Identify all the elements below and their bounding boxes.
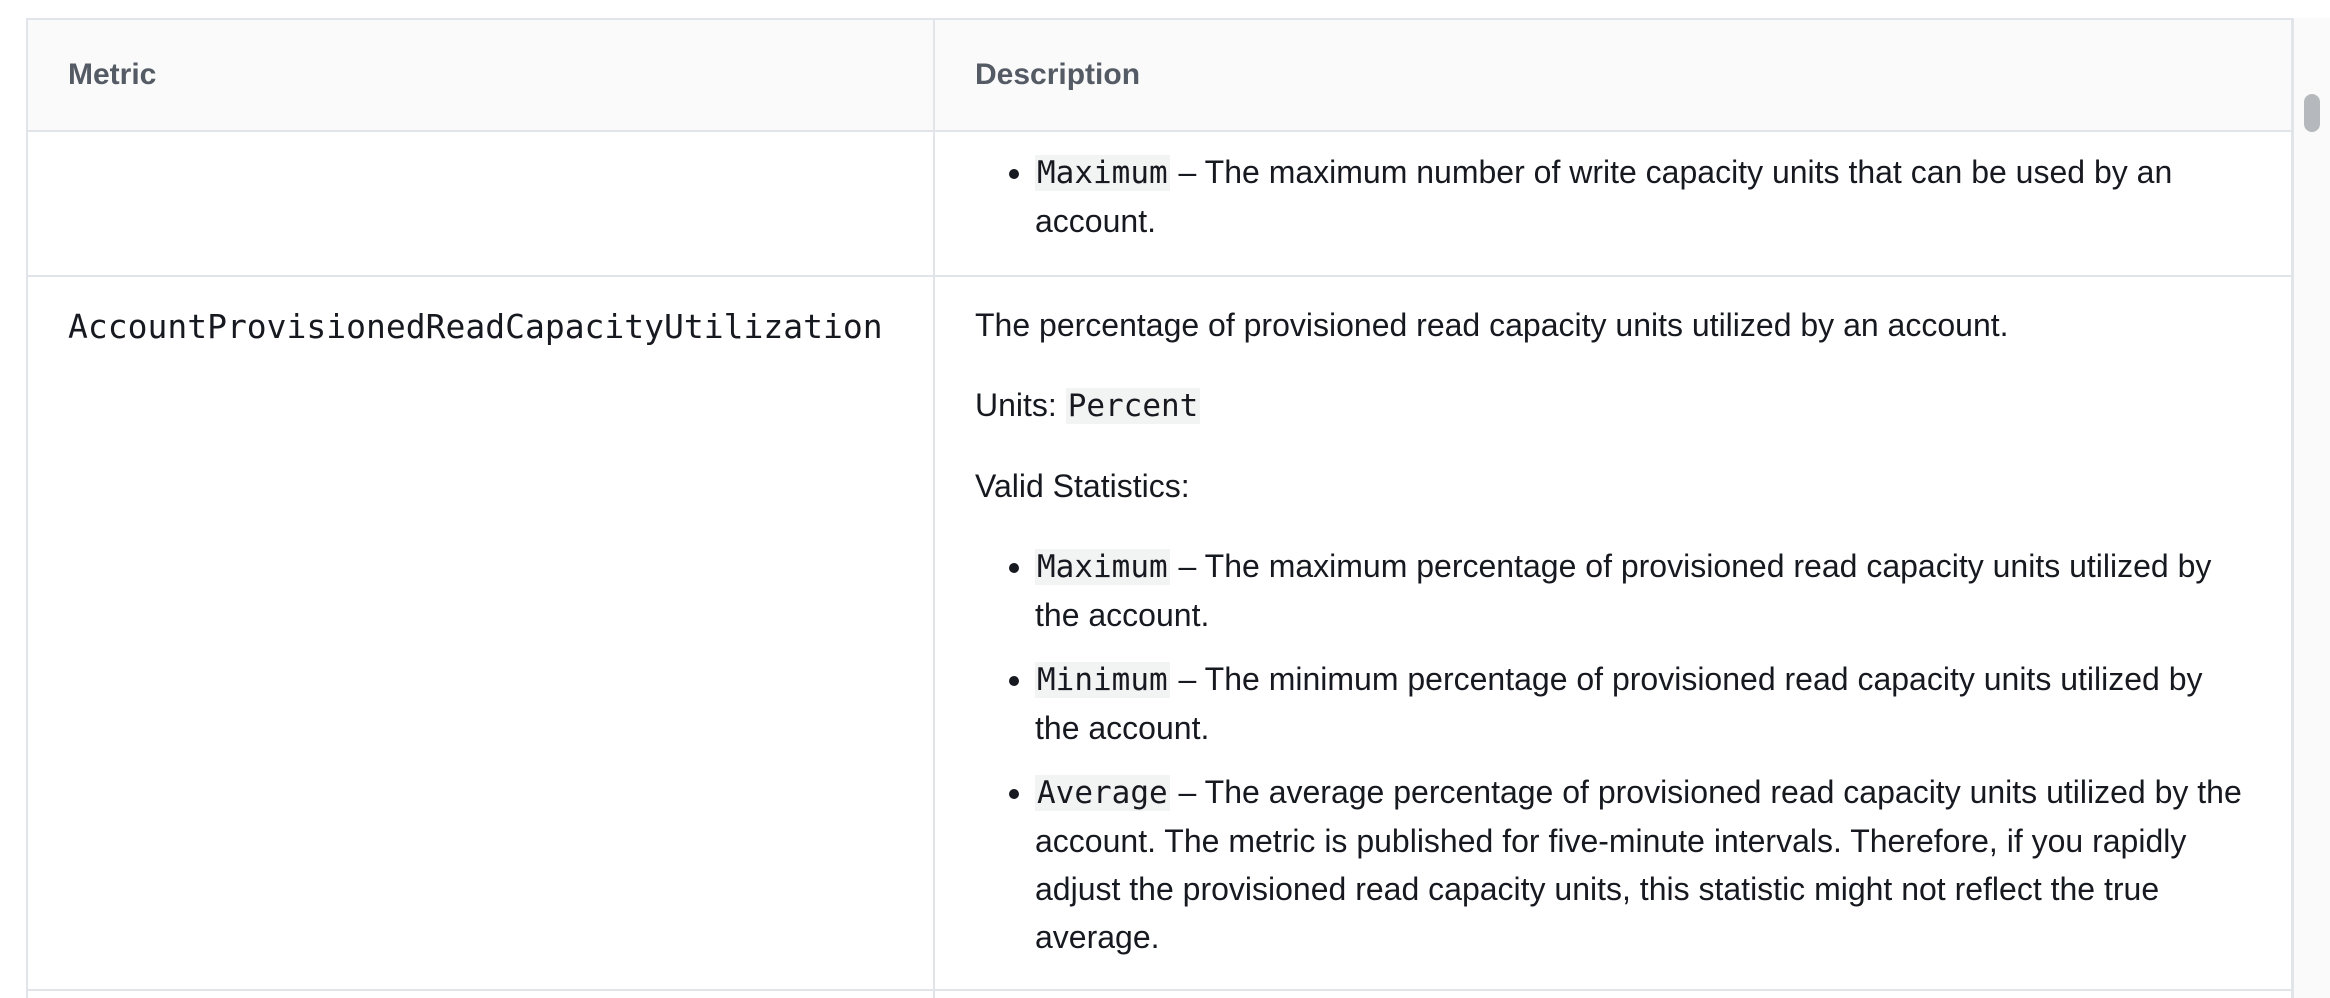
table-header-row: Metric Description <box>26 18 2293 132</box>
statistic-name: Maximum <box>1035 549 1170 585</box>
statistic-item: Average – The average percentage of prov… <box>1035 768 2251 961</box>
statistics-list: Maximum – The maximum number of write ca… <box>975 148 2251 245</box>
units-value: Percent <box>1065 388 1201 424</box>
description-cell: The percentage of provisioned read capac… <box>933 275 2293 991</box>
units-line: Units: Percent <box>975 381 2251 430</box>
units-label: Units: <box>975 387 1066 423</box>
statistic-description: – The average percentage of provisioned … <box>1035 774 2242 955</box>
table-row: Maximum – The maximum number of write ca… <box>26 130 2293 277</box>
metric-column-header: Metric <box>26 18 935 132</box>
statistics-list: Maximum – The maximum percentage of prov… <box>975 542 2251 961</box>
description-column-header: Description <box>933 18 2293 132</box>
valid-statistics-label: Valid Statistics: <box>975 468 1190 504</box>
statistic-item: Maximum – The maximum percentage of prov… <box>1035 542 2251 639</box>
statistic-item: Maximum – The maximum number of write ca… <box>1035 148 2251 245</box>
metrics-table: Metric Description Maximum – The maximum… <box>26 18 2293 998</box>
statistic-description: – The maximum percentage of provisioned … <box>1035 548 2212 633</box>
metric-cell-empty <box>26 989 935 998</box>
statistic-description: – The maximum number of write capacity u… <box>1035 154 2173 239</box>
statistic-name: Maximum <box>1035 155 1170 191</box>
statistic-name: Average <box>1035 775 1170 811</box>
table-row: AccountProvisionedReadCapacityUtilizatio… <box>26 275 2293 991</box>
description-cell-empty <box>933 989 2293 998</box>
description-cell: Maximum – The maximum number of write ca… <box>933 130 2293 277</box>
statistic-description: – The minimum percentage of provisioned … <box>1035 661 2203 746</box>
statistic-item: Minimum – The minimum percentage of prov… <box>1035 655 2251 752</box>
statistic-name: Minimum <box>1035 662 1170 698</box>
metric-summary: The percentage of provisioned read capac… <box>975 307 2009 343</box>
vertical-scrollbar[interactable] <box>2292 18 2330 998</box>
table-row <box>26 989 2293 998</box>
scrollbar-thumb[interactable] <box>2304 94 2320 132</box>
metric-name: AccountProvisionedReadCapacityUtilizatio… <box>26 275 935 991</box>
metric-cell-empty <box>26 130 935 277</box>
